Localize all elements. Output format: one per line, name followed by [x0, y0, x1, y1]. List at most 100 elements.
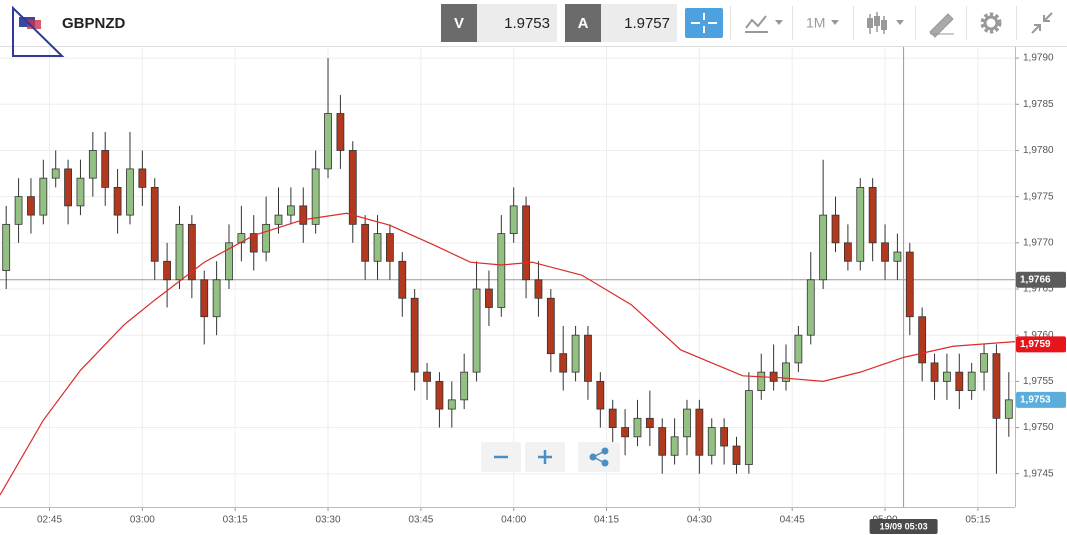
candle-body	[930, 362, 939, 382]
candle-body	[596, 380, 605, 410]
candle-body	[534, 279, 543, 299]
candle-body	[187, 223, 196, 281]
candle-body	[410, 297, 419, 373]
y-tick-label: 1,9765	[1023, 284, 1054, 295]
x-tick-label: 03:45	[408, 515, 433, 526]
x-tick-label: 03:30	[316, 515, 341, 526]
candle-body	[386, 233, 394, 262]
candle-body	[150, 187, 159, 262]
candle-body	[744, 390, 753, 465]
candle-body	[200, 279, 209, 318]
candle-body	[39, 177, 48, 216]
candle-body	[584, 334, 592, 382]
x-tick-label: 03:15	[223, 515, 248, 526]
candle-body	[324, 113, 332, 170]
candle-body	[943, 371, 951, 382]
candle-body	[658, 427, 667, 456]
bid-label: V	[454, 15, 464, 32]
bid-label-box	[441, 4, 477, 42]
x-tick-label: 04:30	[687, 515, 712, 526]
y-tick-label: 1,9790	[1023, 53, 1054, 64]
share-icon	[589, 453, 597, 461]
candle-body	[286, 205, 295, 216]
candle-body	[2, 223, 11, 271]
candle-body	[101, 150, 110, 188]
candle-body	[645, 417, 654, 428]
y-tick-label: 1,9785	[1023, 99, 1054, 110]
crosshair-icon	[691, 13, 717, 33]
candle-body	[361, 223, 370, 262]
symbol: GBPNZD	[62, 15, 126, 32]
ask-label-box	[565, 4, 601, 42]
candle-body	[460, 371, 469, 401]
candle-body	[212, 279, 221, 318]
share-icon	[601, 459, 609, 467]
ask-price: 1.9757	[624, 15, 670, 32]
timeframe[interactable]: 1M	[806, 15, 825, 31]
candle-body	[51, 168, 60, 179]
candle-body	[868, 187, 877, 244]
x-tick-label: 02:45	[37, 515, 62, 526]
candle-body	[683, 408, 691, 438]
settings-icon[interactable]	[980, 12, 1002, 34]
candle-body	[423, 371, 431, 382]
candle-body	[126, 168, 134, 216]
price-marker	[1016, 271, 1066, 288]
plot: 1,97901,97851,97801,97751,97701,97651,97…	[0, 47, 1066, 534]
x-tick-label: 03:00	[130, 515, 155, 526]
y-tick-label: 1,9745	[1023, 468, 1054, 479]
candle-body	[163, 260, 172, 281]
price-marker	[1016, 391, 1066, 408]
price-marker-label: 1,9753	[1020, 394, 1051, 405]
candle-body	[64, 168, 72, 207]
candle-body	[633, 417, 642, 438]
candle-body	[881, 242, 889, 262]
candle-body	[299, 205, 308, 225]
candle-body	[175, 223, 184, 281]
candle-body	[373, 233, 382, 262]
price-marker-label: 1,9759	[1020, 339, 1051, 350]
drawing-icon[interactable]	[929, 13, 954, 38]
candle-body	[348, 150, 357, 225]
candle-body	[980, 353, 988, 373]
plus-icon	[538, 450, 552, 464]
candle-body	[88, 150, 97, 179]
candle-body	[435, 380, 444, 410]
y-tick-label: 1,9755	[1023, 376, 1054, 387]
candle-body	[311, 168, 320, 225]
candle-body	[249, 233, 258, 253]
candle-body	[559, 353, 568, 373]
x-tick-label: 04:45	[780, 515, 805, 526]
candle-body	[757, 371, 766, 392]
y-tick-label: 1,9780	[1023, 145, 1054, 156]
candle-body	[336, 113, 345, 151]
flag	[27, 20, 41, 29]
bid-price: 1.9753	[504, 15, 550, 32]
y-tick-label: 1,9770	[1023, 237, 1054, 248]
candle-body	[819, 214, 828, 281]
ask-label: A	[578, 15, 589, 32]
crosshair-time-label: 19/09 05:03	[880, 521, 928, 531]
candle-body	[138, 168, 147, 188]
logo-triangle	[12, 5, 65, 57]
line-chart-icon[interactable]	[745, 15, 768, 33]
candle-body	[522, 205, 530, 281]
candle-body	[1004, 399, 1013, 419]
price-marker-label: 1,9766	[1020, 274, 1051, 285]
caret	[775, 20, 783, 25]
candle-body	[274, 214, 283, 225]
collapse-icon[interactable]	[1031, 12, 1053, 34]
candle-body	[608, 408, 617, 428]
candle-body	[782, 362, 790, 382]
share-button[interactable]	[578, 442, 620, 472]
candle-body	[76, 177, 85, 207]
candle-body	[237, 233, 246, 244]
caret	[896, 20, 904, 25]
candle-body	[27, 196, 35, 216]
candle-body	[806, 279, 815, 336]
crosshair-button[interactable]	[685, 8, 723, 38]
y-tick-label: 1,9775	[1023, 191, 1054, 202]
candle-body	[843, 242, 852, 262]
price-marker	[1016, 336, 1066, 353]
